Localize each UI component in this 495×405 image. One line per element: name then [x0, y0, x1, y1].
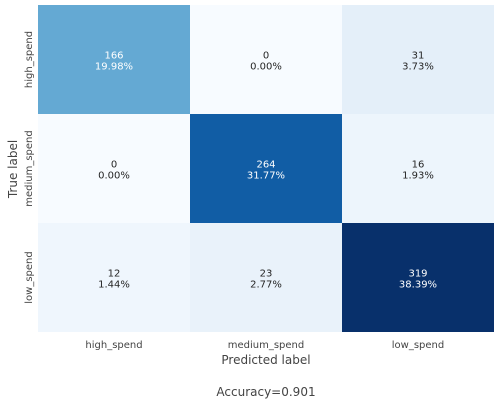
- heatmap-cell: [38, 114, 190, 223]
- cell-count-label: 0: [111, 160, 117, 171]
- heatmap-cell: [342, 114, 494, 223]
- cell-percent-label: 31.77%: [247, 171, 285, 182]
- cell-count-label: 0: [263, 51, 269, 62]
- cell-percent-label: 38.39%: [399, 280, 437, 291]
- accuracy-text: Accuracy=0.901: [216, 385, 315, 399]
- cell-percent-label: 1.93%: [402, 171, 434, 182]
- cell-count-label: 319: [408, 269, 427, 280]
- cell-count-label: 16: [412, 160, 425, 171]
- y-tick-labels: high_spend medium_spend low_spend: [24, 31, 35, 304]
- heatmap-cell: [190, 223, 342, 332]
- cell-count-label: 12: [108, 269, 121, 280]
- heatmap-cell: [38, 223, 190, 332]
- x-tick-label: medium_spend: [228, 340, 305, 351]
- x-tick-label: high_spend: [85, 340, 142, 351]
- y-axis-label: True label: [6, 140, 20, 199]
- cell-percent-label: 1.44%: [98, 280, 130, 291]
- cell-percent-label: 0.00%: [250, 62, 282, 73]
- heatmap-cell: [342, 5, 494, 114]
- cell-percent-label: 3.73%: [402, 62, 434, 73]
- y-tick-label: low_spend: [24, 251, 35, 303]
- y-tick-label: high_spend: [24, 31, 35, 88]
- cell-percent-label: 0.00%: [98, 171, 130, 182]
- x-tick-labels: high_spend medium_spend low_spend: [85, 340, 444, 351]
- x-tick-label: low_spend: [392, 340, 444, 351]
- y-tick-label: medium_spend: [24, 130, 35, 207]
- heatmap-cells: 16619.98%00.00%313.73%00.00%26431.77%161…: [38, 5, 494, 332]
- heatmap-cell: [190, 5, 342, 114]
- cell-count-label: 166: [104, 51, 123, 62]
- heatmap-cell: [190, 114, 342, 223]
- cell-count-label: 31: [412, 51, 425, 62]
- cell-count-label: 264: [256, 160, 275, 171]
- cell-percent-label: 2.77%: [250, 280, 282, 291]
- cell-count-label: 23: [260, 269, 273, 280]
- heatmap-cell: [38, 5, 190, 114]
- heatmap-cell: [342, 223, 494, 332]
- x-axis-label: Predicted label: [221, 353, 310, 367]
- cell-percent-label: 19.98%: [95, 62, 133, 73]
